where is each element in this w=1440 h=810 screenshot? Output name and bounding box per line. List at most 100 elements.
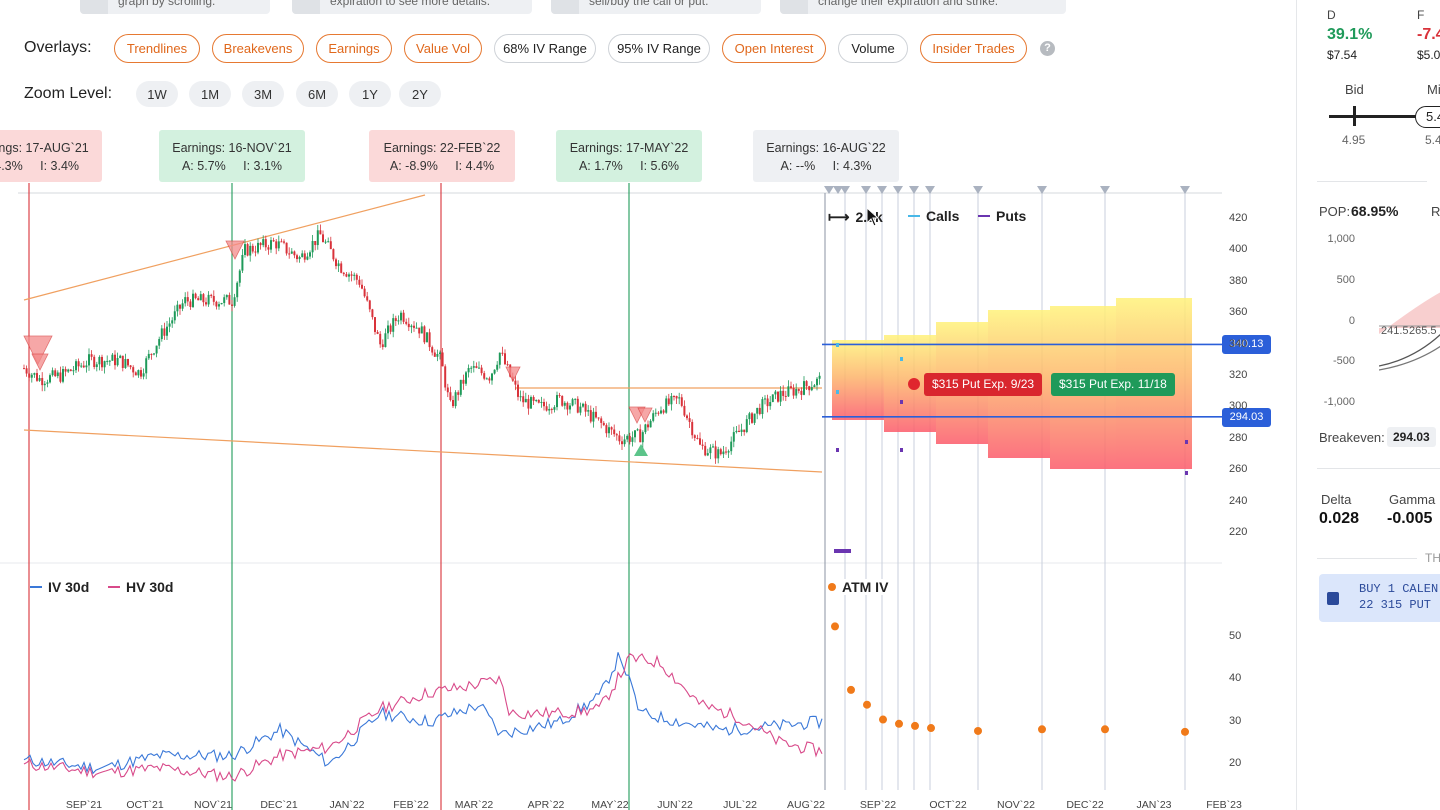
candle-body bbox=[413, 325, 415, 328]
calls-legend[interactable]: Calls bbox=[908, 208, 959, 224]
atm-iv-legend[interactable]: ATM IV bbox=[828, 579, 889, 595]
candle-body bbox=[699, 438, 701, 445]
candle-body bbox=[670, 396, 673, 405]
insider-buy-icon bbox=[634, 444, 648, 456]
candle-body bbox=[704, 445, 707, 456]
mid-price-input[interactable]: 5.4 bbox=[1415, 106, 1440, 128]
breakeven-value: 294.03 bbox=[1387, 427, 1436, 447]
divider bbox=[1317, 468, 1440, 469]
zoom-2y-button[interactable]: 2Y bbox=[399, 81, 441, 107]
price-tick-label: 400 bbox=[1229, 243, 1248, 256]
candle-body bbox=[537, 399, 540, 403]
zoom-1y-button[interactable]: 1Y bbox=[349, 81, 391, 107]
earnings-box-nov21[interactable]: Earnings: 16-NOV`21 A: 5.7% I: 3.1% bbox=[159, 130, 305, 182]
candle-body bbox=[639, 429, 642, 443]
candle-body bbox=[368, 300, 371, 310]
pl-chart bbox=[1379, 292, 1440, 371]
overlay-trendlines-button[interactable]: Trendlines bbox=[114, 34, 200, 63]
mid-value: 5.4 bbox=[1425, 133, 1440, 147]
candle-body bbox=[706, 453, 709, 456]
date-tick-label: OCT`22 bbox=[929, 799, 967, 810]
price-tick-label: 300 bbox=[1229, 400, 1248, 413]
puts-legend[interactable]: Puts bbox=[978, 208, 1026, 224]
help-icon[interactable]: ? bbox=[1040, 41, 1055, 56]
expiration-marker-icon bbox=[833, 186, 843, 194]
candle-body bbox=[683, 405, 686, 416]
candle-body bbox=[597, 417, 600, 419]
overlay-open-interest-button[interactable]: Open Interest bbox=[722, 34, 826, 63]
zoom-level-label: Zoom Level: bbox=[24, 85, 113, 102]
candle-body bbox=[153, 353, 155, 355]
candle-body bbox=[75, 361, 77, 371]
candle-body bbox=[358, 279, 361, 285]
hv30-legend[interactable]: HV 30d bbox=[108, 579, 174, 595]
earnings-title: Earnings: 16-AUG`22 bbox=[766, 141, 886, 155]
iv30-legend[interactable]: IV 30d bbox=[30, 579, 90, 595]
candle-body bbox=[389, 325, 392, 332]
zoom-3m-button[interactable]: 3M bbox=[242, 81, 284, 107]
candle-body bbox=[246, 244, 249, 256]
overlay-value-vol-button[interactable]: Value Vol bbox=[404, 34, 482, 63]
zoom-6m-button[interactable]: 6M bbox=[296, 81, 338, 107]
candle-body bbox=[103, 361, 106, 368]
candle-body bbox=[309, 252, 311, 257]
hint-card-expiration: expiration to see more details. bbox=[292, 0, 532, 14]
heatmap-block bbox=[832, 340, 884, 420]
put-sep-leg-label[interactable]: $315 Put Exp. 9/23 bbox=[924, 373, 1043, 396]
candle-body bbox=[691, 421, 694, 436]
put-nov-leg-label[interactable]: $315 Put Exp. 11/18 bbox=[1051, 373, 1175, 396]
candle-body bbox=[602, 422, 605, 426]
open-interest-tick bbox=[836, 448, 839, 452]
earnings-box-feb22[interactable]: Earnings: 22-FEB`22 A: -8.9% I: 4.4% bbox=[369, 130, 515, 182]
delta-value: 0.028 bbox=[1319, 510, 1360, 527]
hint-card-sellbuy: sell/buy the call or put. bbox=[551, 0, 761, 14]
divider bbox=[1317, 181, 1427, 182]
open-interest-tick bbox=[1185, 440, 1188, 444]
candle-body bbox=[548, 408, 551, 411]
zoom-1m-button[interactable]: 1M bbox=[189, 81, 231, 107]
earnings-box-aug21[interactable]: Earnings: 17-AUG`21 A: 4.3% I: 3.4% bbox=[0, 130, 102, 182]
candle-body bbox=[454, 392, 457, 407]
overlay-volume-button[interactable]: Volume bbox=[838, 34, 908, 63]
overlay-insider-trades-button[interactable]: Insider Trades bbox=[920, 34, 1027, 63]
price-slider-track[interactable] bbox=[1329, 115, 1429, 118]
candle-body bbox=[571, 399, 574, 406]
candle-body bbox=[501, 352, 504, 354]
candle-body bbox=[418, 327, 421, 334]
candle-body bbox=[114, 354, 116, 366]
candle-body bbox=[701, 444, 704, 446]
candle-body bbox=[608, 427, 610, 434]
trendline-upper bbox=[23, 194, 426, 301]
candle-body bbox=[38, 378, 41, 381]
price-chart[interactable] bbox=[0, 183, 1290, 810]
atm-iv-point bbox=[911, 721, 919, 730]
atm-iv-point bbox=[1038, 725, 1046, 734]
candle-body bbox=[181, 303, 184, 309]
bid-slider-handle[interactable] bbox=[1353, 106, 1356, 126]
candle-body bbox=[514, 380, 517, 385]
hint-text: graph by scrolling. bbox=[118, 0, 216, 8]
copy-icon[interactable] bbox=[1327, 592, 1339, 605]
earnings-box-may22[interactable]: Earnings: 17-MAY`22 A: 1.7% I: 5.6% bbox=[556, 130, 702, 182]
candle-body bbox=[145, 358, 148, 374]
candle-body bbox=[550, 408, 553, 410]
overlay-earnings-button[interactable]: Earnings bbox=[316, 34, 392, 63]
candle-body bbox=[790, 386, 792, 388]
price-tick-label: 340 bbox=[1229, 337, 1248, 350]
date-tick-label: JUL`22 bbox=[723, 799, 757, 810]
candle-body bbox=[530, 397, 532, 409]
overlay-95-iv-range-button[interactable]: 95% IV Range bbox=[608, 34, 710, 63]
earnings-stats: A: 5.7% I: 3.1% bbox=[181, 159, 283, 173]
date-tick-label: SEP`22 bbox=[859, 799, 897, 810]
trade-summary[interactable]: BUY 1 CALEN 22 315 PUT ( bbox=[1319, 574, 1440, 622]
zoom-1w-button[interactable]: 1W bbox=[136, 81, 178, 107]
earnings-box-aug22[interactable]: Earnings: 16-AUG`22 A: --% I: 4.3% bbox=[753, 130, 899, 182]
candle-body bbox=[108, 360, 111, 362]
candle-body bbox=[709, 447, 712, 454]
expiration-marker-icon bbox=[1037, 186, 1047, 194]
overlay-68-iv-range-button[interactable]: 68% IV Range bbox=[494, 34, 596, 63]
candle-body bbox=[667, 398, 670, 405]
overlay-breakevens-button[interactable]: Breakevens bbox=[212, 34, 304, 63]
candle-body bbox=[563, 402, 566, 406]
candle-body bbox=[558, 395, 561, 397]
